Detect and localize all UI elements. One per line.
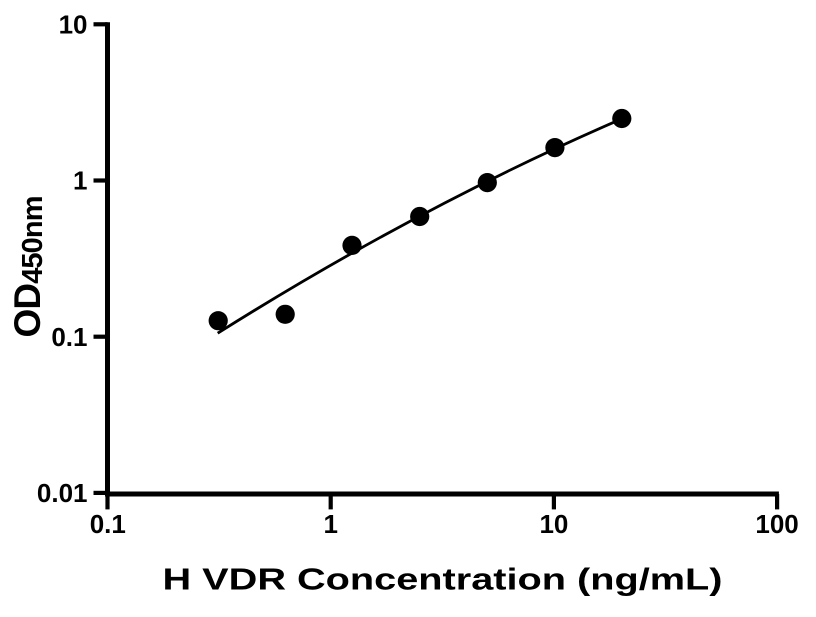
svg-text:10: 10 <box>59 9 88 39</box>
svg-text:H VDR Concentration (ng/mL): H VDR Concentration (ng/mL) <box>163 562 723 597</box>
svg-text:0.1: 0.1 <box>90 509 126 539</box>
svg-text:0.01: 0.01 <box>37 478 88 508</box>
svg-text:1: 1 <box>73 166 87 196</box>
svg-text:1: 1 <box>323 509 337 539</box>
svg-text:0.1: 0.1 <box>51 322 87 352</box>
svg-text:10: 10 <box>539 509 568 539</box>
svg-text:100: 100 <box>755 509 798 539</box>
